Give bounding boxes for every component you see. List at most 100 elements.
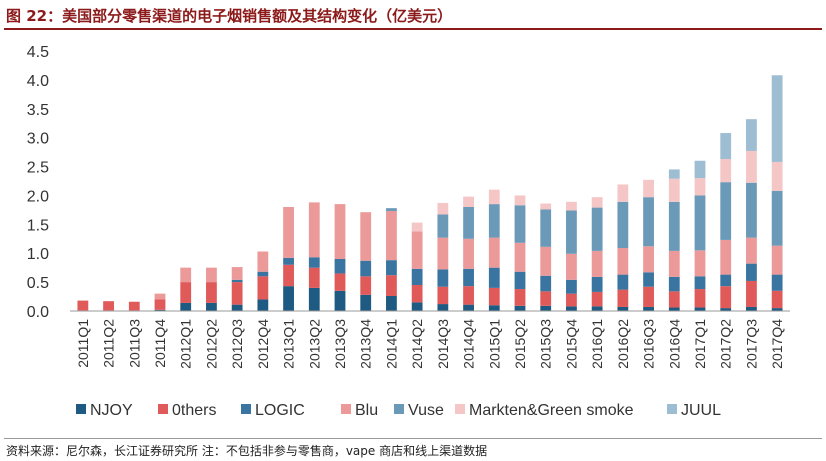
bar-segment xyxy=(591,306,603,311)
bar-segment xyxy=(463,196,474,207)
bar-segment xyxy=(746,237,757,264)
x-tick-label: 2013Q3 xyxy=(332,319,348,369)
legend-label: Blu xyxy=(355,402,378,419)
bar-segment xyxy=(334,259,346,274)
bar-segment xyxy=(720,239,732,275)
legend-label: LOGIC xyxy=(255,402,305,419)
bar-segment xyxy=(746,263,757,281)
x-tick-label: 2016Q2 xyxy=(615,319,631,369)
bar-segment xyxy=(308,287,320,311)
figure-title: 图 22：美国部分零售渠道的电子烟销售额及其结构变化（亿美元） xyxy=(6,7,453,25)
legend-swatch xyxy=(341,404,351,414)
bar-segment xyxy=(617,274,629,290)
bar-segment xyxy=(694,307,706,311)
y-tick-label: 4.0 xyxy=(27,73,49,90)
bar-segment xyxy=(668,201,680,251)
bar-segment xyxy=(411,302,423,311)
bar-segment xyxy=(643,179,654,198)
bar-segment xyxy=(283,264,294,287)
bar-segment xyxy=(411,285,423,303)
bar-segment xyxy=(617,248,629,275)
source-footer: 资料来源：尼尔森，长江证券研究所 注：不包括非参与零售商，vape 商店和线上渠… xyxy=(4,438,822,460)
x-tick-label: 2015Q2 xyxy=(512,319,528,369)
bar-segment xyxy=(591,250,603,277)
x-tick-label: 2017Q3 xyxy=(743,319,759,369)
bar-segment xyxy=(283,207,294,258)
bar-segment xyxy=(746,119,757,151)
bar-segment xyxy=(206,302,217,311)
bar-segment xyxy=(694,250,706,277)
legend-label: NJOY xyxy=(90,402,133,419)
x-tick-label: 2016Q4 xyxy=(666,319,682,369)
bar-segment xyxy=(591,276,603,292)
legend-swatch xyxy=(394,404,404,414)
bar-segment xyxy=(566,293,577,307)
bar-segment xyxy=(463,207,474,239)
bar-segment xyxy=(694,195,706,251)
bar-segment xyxy=(540,275,552,292)
bar-segment xyxy=(514,195,526,206)
bar-segment xyxy=(463,238,474,269)
x-tick-label: 2013Q2 xyxy=(306,319,322,369)
bar-segment xyxy=(694,289,706,308)
x-tick-label: 2011Q4 xyxy=(152,319,168,368)
bar-segment xyxy=(746,306,757,311)
bar-segment xyxy=(540,291,552,306)
bar-segment xyxy=(591,291,603,307)
bar-segment xyxy=(566,201,577,211)
source-note: 资料来源：尼尔森，长江证券研究所 注：不包括非参与零售商，vape 商店和线上渠… xyxy=(6,444,488,458)
bar-segment xyxy=(668,250,680,277)
bar-segment xyxy=(720,133,732,160)
bar-segment xyxy=(540,203,552,210)
bar-segment xyxy=(746,280,757,307)
bar-segment xyxy=(643,286,654,307)
bar-segment xyxy=(514,271,526,290)
x-axis: 2011Q1 2011Q2 2011Q3 2011Q4 2012Q1 2012Q2 2012… xyxy=(70,310,790,369)
bar-segment xyxy=(103,301,114,311)
bar-segment xyxy=(566,210,577,254)
bar-segment xyxy=(514,305,526,311)
bar-segment xyxy=(334,273,346,291)
bar-segment xyxy=(437,237,449,270)
bar-segment xyxy=(668,169,680,179)
y-tick-label: 4.5 xyxy=(27,44,49,61)
bar-segment xyxy=(668,178,680,202)
bar-segment xyxy=(257,276,269,300)
x-tick-label: 2014Q4 xyxy=(461,319,477,369)
bar-segment xyxy=(154,309,166,311)
x-tick-label: 2013Q1 xyxy=(281,319,297,369)
x-tick-label: 2011Q3 xyxy=(126,319,142,368)
legend-swatch xyxy=(241,404,251,414)
legend-label: 0thers xyxy=(172,402,216,419)
x-tick-label: 2013Q4 xyxy=(358,319,374,369)
bar-segment xyxy=(771,274,783,291)
bar-segment xyxy=(566,306,577,311)
bar-segment xyxy=(771,75,783,162)
bar-segment xyxy=(411,231,423,269)
bar-segment xyxy=(437,269,449,287)
bar-segment xyxy=(437,286,449,305)
bar-segment xyxy=(591,207,603,251)
bar-segment xyxy=(566,253,577,280)
y-tick-label: 3.0 xyxy=(27,131,49,148)
bar-segment xyxy=(488,204,500,238)
bar-segment xyxy=(668,276,680,292)
bar-segment xyxy=(617,289,629,307)
bar-segment xyxy=(180,267,192,283)
y-axis: 0.0 0.5 1.0 1.5 2.0 2.5 3.0 3.5 4.0 4.5 xyxy=(27,44,49,321)
bar-segment xyxy=(463,268,474,287)
bar-segment xyxy=(283,257,294,265)
legend-swatch xyxy=(76,404,86,414)
bar-segment xyxy=(643,306,654,311)
bar-segment xyxy=(694,160,706,179)
bar-segment xyxy=(488,305,500,311)
bar-segment xyxy=(360,212,372,261)
bar-segment xyxy=(720,159,732,183)
x-tick-label: 2014Q1 xyxy=(383,319,399,369)
legend: NJOY 0thers LOGIC Blu Vuse Markten&Green smok… xyxy=(76,402,721,419)
bar-segment xyxy=(231,304,243,311)
x-tick-label: 2017Q1 xyxy=(692,319,708,369)
x-tick-label: 2014Q2 xyxy=(409,319,425,369)
bar-segment xyxy=(771,190,783,246)
bar-segment xyxy=(411,222,423,232)
